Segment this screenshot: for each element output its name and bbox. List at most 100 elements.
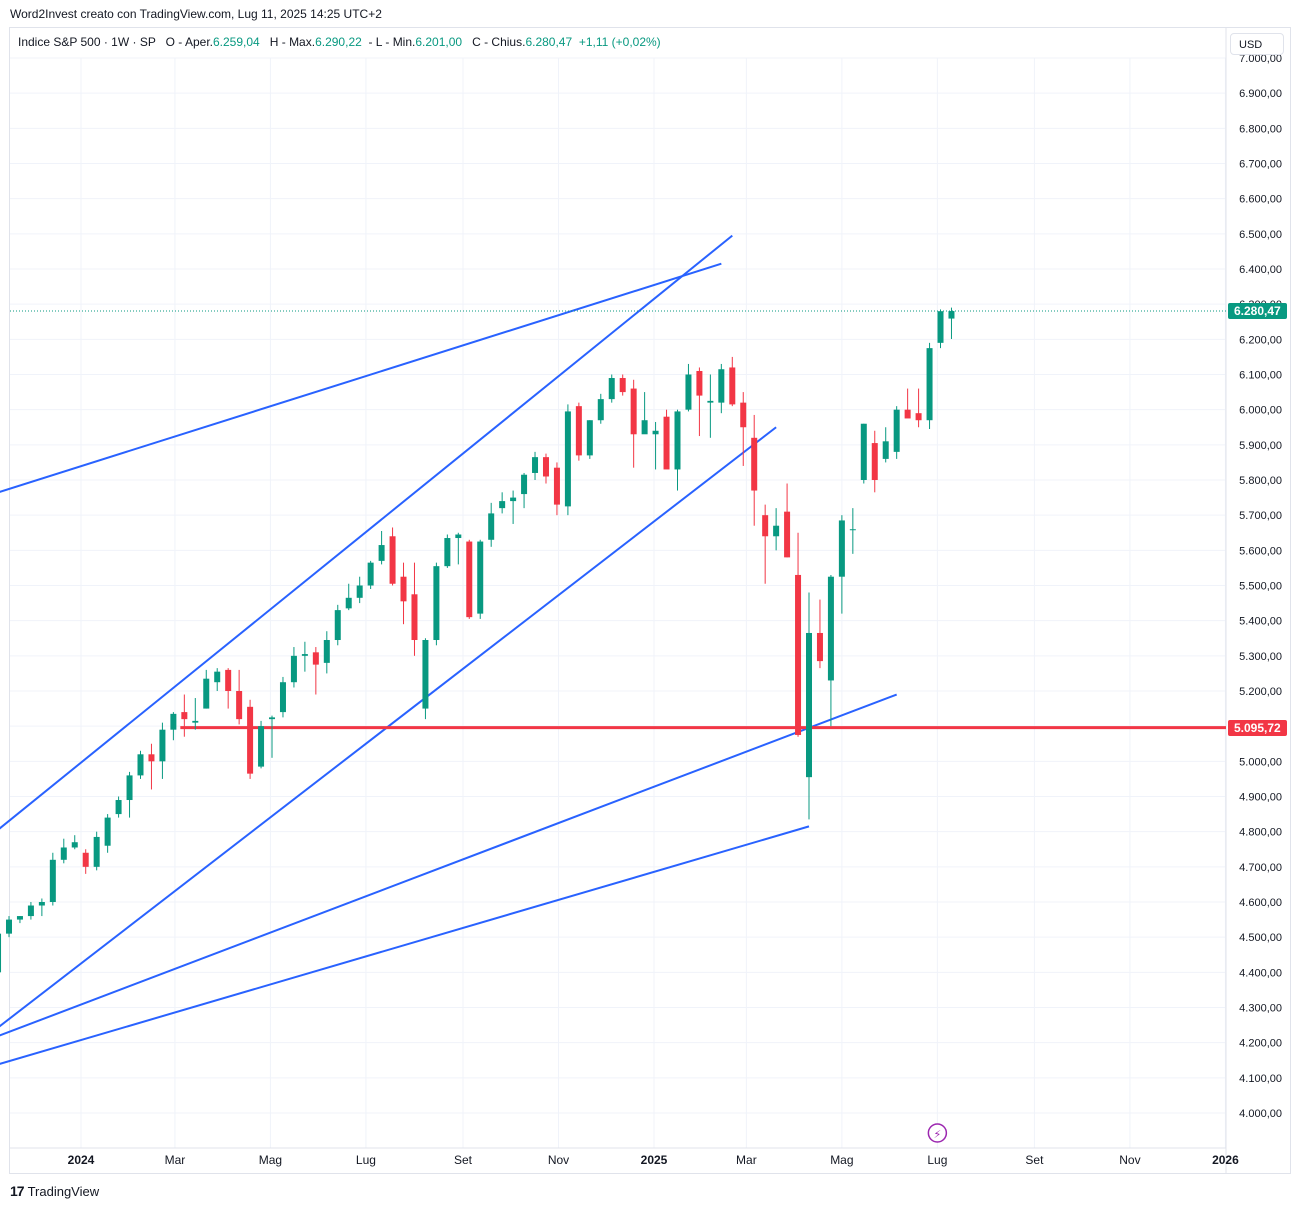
y-tick-label: 6.400,00 xyxy=(1239,264,1282,276)
y-tick-label: 4.200,00 xyxy=(1239,1038,1282,1050)
candle-body xyxy=(795,574,802,735)
candle-body xyxy=(882,441,889,459)
y-tick-label: 6.100,00 xyxy=(1239,370,1282,382)
candle xyxy=(378,530,385,565)
candle-body xyxy=(148,754,155,762)
candle-body xyxy=(71,842,78,848)
candle xyxy=(290,647,297,688)
candles xyxy=(0,307,955,973)
candle-body xyxy=(93,836,100,867)
candle-body xyxy=(488,513,495,540)
candle-body xyxy=(674,411,681,470)
trendlines[interactable] xyxy=(0,234,898,1071)
candle xyxy=(729,356,736,407)
tradingview-brand[interactable]: 17 TradingView xyxy=(10,1183,99,1199)
candle-body xyxy=(816,632,823,662)
low-value: 6.201,00 xyxy=(415,35,463,49)
candle xyxy=(685,363,692,412)
candle-body xyxy=(773,525,780,537)
y-tick-label: 5.900,00 xyxy=(1239,440,1282,452)
x-tick-label: Set xyxy=(454,1153,473,1167)
candle xyxy=(400,562,407,625)
candle-body xyxy=(49,859,56,902)
lightning-marker[interactable]: ⚡ xyxy=(927,1123,948,1143)
candle xyxy=(49,852,56,906)
x-tick-label: Nov xyxy=(1119,1153,1140,1167)
candle-body xyxy=(181,712,188,720)
open-value: 6.259,04 xyxy=(213,35,260,49)
level-price-tag: 5.095,72 xyxy=(1228,719,1287,736)
candle-body xyxy=(751,437,758,491)
candle-body xyxy=(323,640,330,663)
candle xyxy=(411,562,418,656)
candle-body xyxy=(115,800,122,815)
candle-body xyxy=(871,443,878,480)
candle xyxy=(433,562,440,646)
candle-body xyxy=(948,311,955,319)
candle xyxy=(269,715,276,758)
candle-body xyxy=(619,378,626,393)
candle xyxy=(751,414,758,526)
chart-frame xyxy=(9,27,1291,1174)
candle xyxy=(619,374,626,396)
currency-button[interactable]: USD xyxy=(1230,33,1284,55)
candle-body xyxy=(937,311,944,343)
candle xyxy=(323,631,330,674)
candle-body xyxy=(542,457,549,477)
candle xyxy=(170,712,177,741)
grid-lines xyxy=(10,28,1227,1173)
y-tick-label: 4.600,00 xyxy=(1239,897,1282,909)
y-tick-label: 5.800,00 xyxy=(1239,475,1282,487)
x-tick-label: Mag xyxy=(259,1153,282,1167)
candle xyxy=(893,406,900,459)
high-label: H - Max. xyxy=(269,35,316,49)
candle-body xyxy=(641,420,648,435)
candle-body xyxy=(860,423,867,480)
candle-body xyxy=(301,654,308,656)
candle xyxy=(773,508,780,551)
y-tick-label: 6.000,00 xyxy=(1239,405,1282,417)
candle-body xyxy=(258,726,265,767)
candle-body xyxy=(893,409,900,452)
candle-body xyxy=(378,545,385,561)
candle xyxy=(38,898,45,917)
time-axis[interactable]: 2024 Mar Mag Lug Set Nov 2025 Mar Mag Lug Set Nov 20… xyxy=(68,1123,1239,1167)
candle xyxy=(214,668,221,691)
candle xyxy=(652,421,659,470)
x-tick-label: Mag xyxy=(830,1153,853,1167)
y-tick-label: 7.000,00 xyxy=(1239,53,1282,65)
candle xyxy=(334,604,341,646)
candle-body xyxy=(312,652,319,665)
high-value: 6.290,22 xyxy=(315,35,362,49)
y-tick-label: 4.700,00 xyxy=(1239,862,1282,874)
candle-body xyxy=(433,566,440,641)
candle-body xyxy=(60,847,67,860)
candle-body xyxy=(685,374,692,410)
candle xyxy=(247,699,254,779)
candle-body xyxy=(104,817,111,846)
candle xyxy=(60,838,67,864)
y-tick-label: 6.900,00 xyxy=(1239,88,1282,100)
change-value: +1,11 (+0,02%) xyxy=(578,35,661,49)
candle xyxy=(389,527,396,586)
candle xyxy=(203,669,210,709)
candle xyxy=(236,669,243,725)
candle-body xyxy=(707,400,714,403)
trendline xyxy=(0,262,722,493)
horizontal-levels[interactable] xyxy=(10,310,1226,730)
y-tick-label: 5.300,00 xyxy=(1239,651,1282,663)
trendline xyxy=(0,426,777,1028)
low-label: L - Min. xyxy=(375,35,416,49)
candle xyxy=(564,404,571,516)
y-tick-label: 4.400,00 xyxy=(1239,967,1282,979)
trendline xyxy=(0,234,733,830)
price-axis[interactable]: 4.000,00 4.100,00 4.200,00 4.300,00 4.400,00… xyxy=(1239,53,1282,1120)
candle-body xyxy=(137,754,144,776)
tradingview-logo-icon: 17 xyxy=(10,1183,25,1199)
candle xyxy=(838,515,845,614)
candle xyxy=(356,576,363,604)
chart-caption: Word2Invest creato con TradingView.com, … xyxy=(10,7,382,21)
candle-body xyxy=(532,457,539,473)
y-tick-label: 4.300,00 xyxy=(1239,1003,1282,1015)
